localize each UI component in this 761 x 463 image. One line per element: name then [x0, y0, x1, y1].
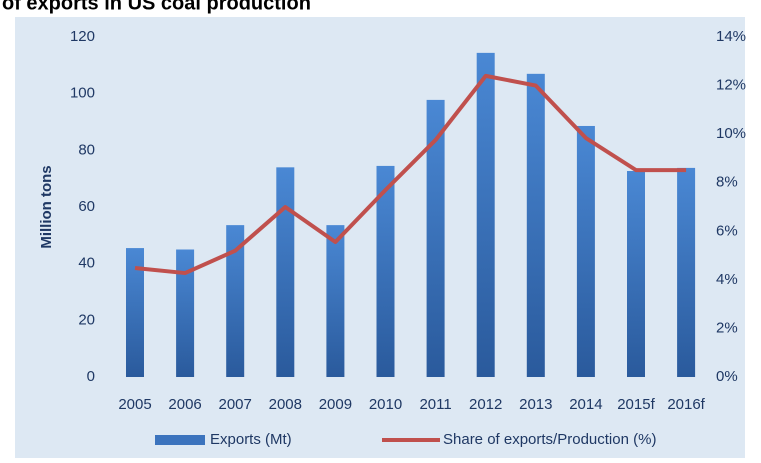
y-tick-label: 80: [78, 141, 95, 158]
y2-tick-label: 12%: [716, 77, 746, 94]
y-tick-label: 120: [70, 28, 95, 45]
legend-label: Share of exports/Production (%): [443, 431, 656, 448]
y-tick-label: 100: [70, 85, 95, 102]
x-tick-label: 2016f: [667, 396, 705, 413]
y-axis-label: Million tons: [38, 165, 55, 248]
x-tick-label: 2012: [469, 396, 502, 413]
y2-tick-label: 2%: [716, 319, 738, 336]
y-tick-label: 20: [78, 311, 95, 328]
x-tick-label: 2005: [118, 396, 151, 413]
line: [134, 73, 687, 276]
x-tick-label: 2008: [269, 396, 302, 413]
x-tick-label: 2006: [168, 396, 201, 413]
bar: [526, 73, 545, 377]
bar: [576, 125, 595, 377]
bar: [126, 248, 144, 377]
bar: [276, 167, 295, 377]
legend-swatch: [155, 435, 205, 445]
bar: [476, 52, 495, 377]
x-tick-label: 2007: [219, 396, 252, 413]
y2-tick-label: 8%: [716, 174, 738, 191]
bar: [326, 225, 345, 377]
x-tick-label: 2013: [519, 396, 552, 413]
bar: [376, 165, 395, 377]
y-tick-label: 60: [78, 198, 95, 215]
bar: [627, 171, 645, 377]
y-tick-label: 0: [87, 368, 95, 385]
y2-tick-label: 4%: [716, 271, 738, 288]
x-tick-label: 2015f: [617, 396, 655, 413]
chart-title: of exports in US coal production: [2, 0, 311, 14]
y2-tick-label: 10%: [716, 125, 746, 142]
x-tick-label: 2011: [419, 396, 451, 413]
x-tick-label: 2010: [369, 396, 402, 413]
bar: [226, 225, 245, 377]
x-tick-label: 2014: [569, 396, 602, 413]
y2-tick-label: 14%: [716, 28, 746, 45]
y2-tick-label: 0%: [716, 368, 738, 385]
y-tick-label: 40: [78, 255, 95, 272]
y2-tick-label: 6%: [716, 222, 738, 239]
legend-label: Exports (Mt): [210, 431, 292, 448]
bar: [176, 249, 195, 377]
bar: [426, 99, 445, 378]
x-tick-label: 2009: [319, 396, 352, 413]
bar: [677, 167, 696, 377]
